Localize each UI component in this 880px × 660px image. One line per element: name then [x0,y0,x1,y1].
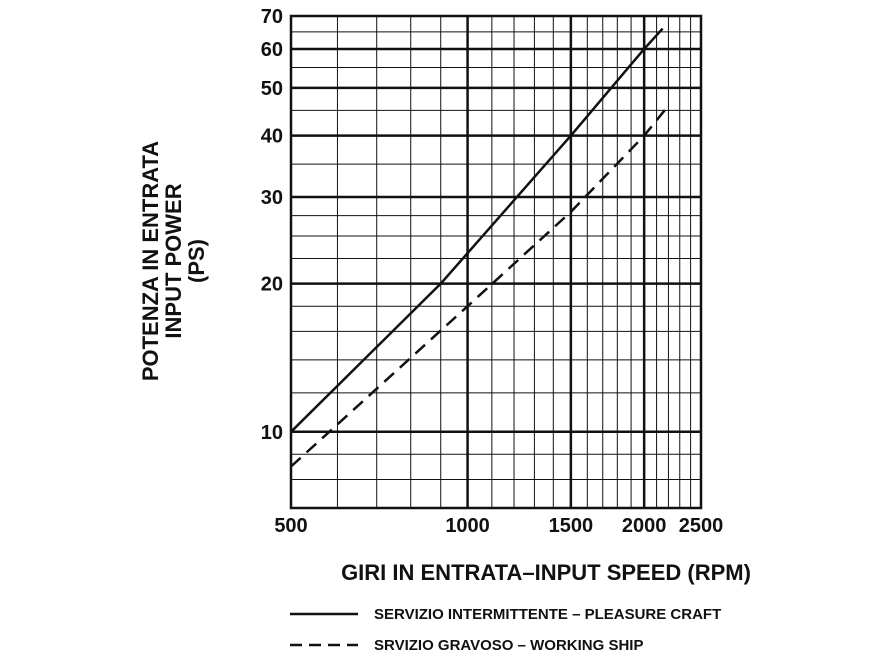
y-axis-title-line-2: INPUT POWER [161,183,186,338]
y-tick-label: 20 [261,274,283,296]
x-tick-label: 1000 [445,515,490,537]
y-tick-labels: 10 20 30 40 50 60 70 [261,6,283,444]
y-tick-label: 30 [261,187,283,209]
x-tick-labels: 500 1000 1500 2000 2500 [274,515,723,537]
legend-label-working-ship: SRVIZIO GRAVOSO – WORKING SHIP [374,637,643,654]
legend-label-pleasure-craft: SERVIZIO INTERMITTENTE – PLEASURE CRAFT [374,606,721,623]
y-tick-label: 60 [261,39,283,61]
series-layer [290,27,670,468]
x-axis-title: GIRI IN ENTRATA–INPUT SPEED (RPM) [341,560,751,585]
y-tick-label: 70 [261,6,283,28]
y-axis-title-line-1: POTENZA IN ENTRATA [138,141,163,381]
x-tick-label: 500 [274,515,307,537]
series-line-working-ship [290,104,670,468]
y-tick-label: 40 [261,126,283,148]
y-axis-title: POTENZA IN ENTRATA INPUT POWER (PS) [138,141,209,381]
y-axis-title-line-3: (PS) [184,239,209,283]
legend: SERVIZIO INTERMITTENTE – PLEASURE CRAFT … [290,606,721,654]
y-tick-label: 50 [261,78,283,100]
x-tick-label: 2000 [622,515,667,537]
y-tick-label: 10 [261,422,283,444]
x-tick-label: 1500 [549,515,594,537]
series-line-pleasure-craft [290,27,664,433]
plot-frame [289,14,703,510]
grid [291,16,701,508]
x-tick-label: 2500 [679,515,724,537]
